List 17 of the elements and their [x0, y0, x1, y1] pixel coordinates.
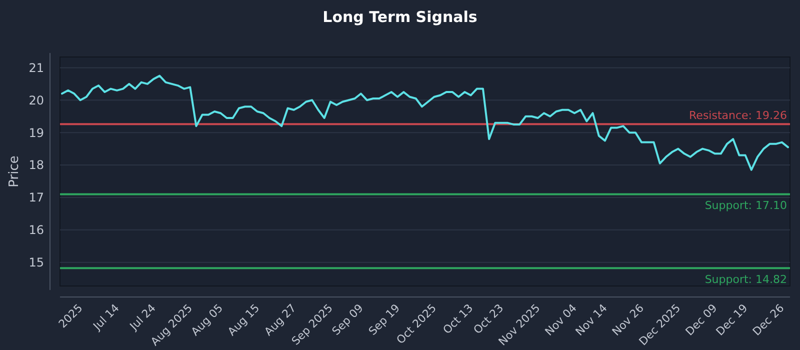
y-tick-label: 15 [28, 256, 44, 270]
ref-line-label: Support: 14.82 [704, 273, 787, 286]
y-axis-title: Price [7, 156, 22, 188]
x-tick-label: Aug 15 [225, 302, 262, 338]
y-tick-label: 19 [28, 126, 44, 140]
y-tick-label: 21 [28, 60, 44, 75]
y-tick-label: 20 [28, 93, 44, 108]
ref-line-label: Support: 17.10 [704, 199, 787, 212]
y-tick-label: 17 [28, 190, 44, 205]
x-tick-label: Jul 24 [126, 302, 158, 334]
chart-title: Long Term Signals [322, 8, 478, 26]
y-tick-label: 16 [28, 223, 44, 238]
x-tick-label: Dec 26 [750, 302, 787, 338]
ref-line-label: Resistance: 19.26 [689, 109, 787, 122]
x-tick-label: Jul 14 [90, 302, 122, 334]
y-tick-label: 18 [28, 158, 44, 172]
line-series [61, 74, 789, 171]
